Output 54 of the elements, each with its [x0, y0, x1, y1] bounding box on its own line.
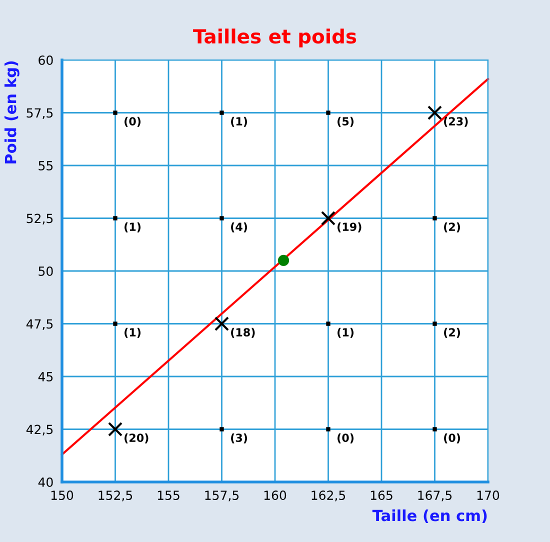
x-tick-label: 167,5 [418, 490, 452, 502]
annotation: (23) [444, 116, 468, 127]
x-tick-label: 170 [477, 490, 500, 500]
point [214, 316, 230, 332]
point [320, 210, 336, 226]
y-tick-label: 47,5 [26, 319, 53, 330]
y-tick-label: 45 [38, 372, 53, 382]
y-tick-label: 57,5 [26, 108, 53, 119]
point [432, 216, 437, 220]
point [427, 105, 442, 120]
y-tick-label: 40 [38, 477, 53, 487]
point [113, 216, 118, 220]
x-tick-label: 162,5 [312, 490, 346, 502]
point [220, 427, 224, 432]
annotation: (1) [338, 328, 354, 338]
annotation: (1) [124, 222, 141, 232]
x-tick-label: 165 [370, 490, 392, 500]
x-tick-label: 150 [51, 490, 74, 500]
x-tick-label: 157,5 [205, 490, 239, 502]
annotation: (2) [444, 328, 460, 338]
annotation: (4) [231, 222, 248, 232]
annotation: (1) [124, 328, 141, 338]
annotation: (1) [231, 116, 248, 127]
point [113, 110, 118, 115]
annotation: (18) [231, 328, 255, 338]
annotation: (5) [338, 116, 354, 127]
annotation: (3) [231, 433, 248, 444]
x-tick-label: 160 [264, 490, 286, 500]
point [220, 216, 224, 220]
annotation: (0) [444, 433, 460, 444]
x-tick-label: 155 [158, 490, 180, 500]
annotation: (0) [338, 433, 354, 444]
annotation: (20) [124, 433, 148, 444]
annotation: (0) [124, 116, 141, 127]
x-axis-title: Taille (en cm) [372, 509, 487, 524]
point [278, 254, 290, 266]
point [108, 422, 123, 437]
y-tick-label: 52,5 [26, 214, 53, 224]
point [326, 110, 330, 115]
y-tick-label: 55 [38, 161, 53, 170]
chart-title: Tailles et poids [193, 28, 356, 48]
annotation: (19) [338, 222, 362, 232]
point [432, 322, 437, 326]
y-tick-label: 50 [38, 266, 53, 276]
point [220, 110, 224, 115]
y-tick-label: 42,5 [26, 424, 53, 436]
y-axis-title: Poid (en kg) [4, 61, 20, 164]
x-tick-label: 152,5 [98, 490, 132, 502]
y-tick-label: 60 [38, 55, 53, 65]
annotation: (2) [444, 222, 460, 232]
point [432, 427, 437, 432]
point [326, 427, 330, 432]
point [113, 322, 118, 326]
point [326, 322, 330, 326]
